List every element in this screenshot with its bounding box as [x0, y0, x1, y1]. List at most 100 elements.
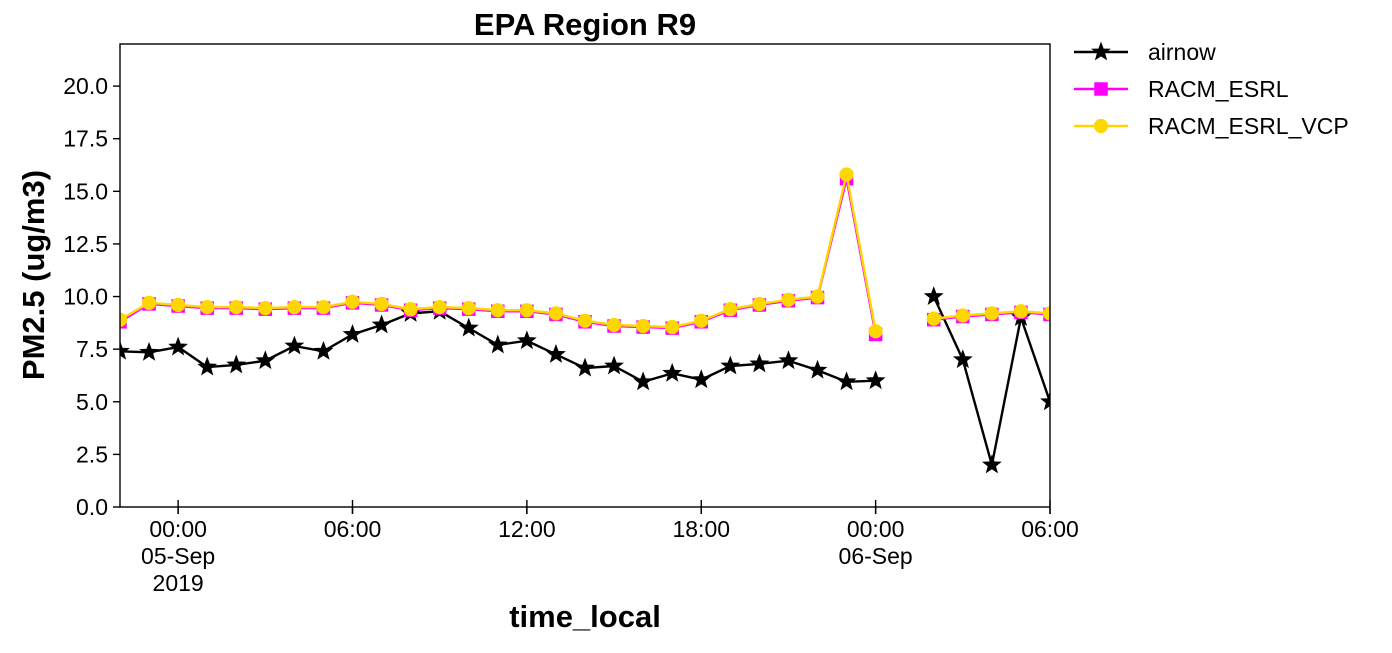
y-tick-label: 20.0: [63, 73, 108, 99]
data-point-RACM_ESRL_VCP: [548, 306, 564, 321]
data-point-RACM_ESRL_VCP: [868, 324, 883, 339]
data-point-airnow: [981, 454, 1002, 474]
x-tick-label: 05-Sep: [141, 543, 215, 569]
data-point-airnow: [952, 349, 973, 369]
data-point-RACM_ESRL_VCP: [723, 302, 738, 317]
y-tick-label: 12.5: [63, 231, 108, 257]
series-RACM_ESRL_VCP: [120, 167, 1050, 339]
legend-marker: [1094, 82, 1108, 96]
data-point-airnow: [226, 354, 247, 374]
data-point-RACM_ESRL_VCP: [1013, 304, 1029, 319]
data-point-RACM_ESRL_VCP: [403, 302, 418, 317]
data-point-airnow: [139, 341, 159, 361]
series-airnow: [120, 286, 1050, 474]
data-point-airnow: [691, 369, 712, 389]
data-point-airnow: [1040, 391, 1050, 411]
legend-label: airnow: [1148, 39, 1216, 65]
data-point-RACM_ESRL_VCP: [636, 318, 651, 334]
data-point-RACM_ESRL_VCP: [810, 289, 825, 304]
data-point-airnow: [284, 335, 305, 355]
x-tick-label: 00:00: [847, 516, 905, 542]
x-tick-label: 18:00: [672, 516, 730, 542]
data-point-RACM_ESRL_VCP: [316, 299, 331, 315]
y-axis: 0.0 2.5 5.0 7.5 10.0 12.5 15.0 17.5 20.0: [63, 73, 120, 520]
data-point-airnow: [575, 357, 595, 377]
plot-frame: [119, 43, 1051, 508]
data-point-RACM_ESRL_VCP: [926, 311, 941, 326]
data-point-RACM_ESRL_VCP: [287, 299, 302, 315]
data-point-airnow: [197, 356, 218, 376]
data-point-RACM_ESRL_VCP: [752, 296, 767, 312]
x-tick-label: 06:00: [1021, 516, 1079, 542]
y-tick-label: 17.5: [63, 126, 108, 152]
data-point-airnow: [120, 340, 130, 360]
series-layer: [120, 167, 1050, 474]
y-tick-label: 7.5: [76, 336, 108, 362]
data-point-RACM_ESRL_VCP: [374, 296, 389, 312]
x-axis-label: time_local: [509, 599, 661, 634]
data-point-RACM_ESRL_VCP: [258, 300, 273, 316]
legend-item-RACM_ESRL: RACM_ESRL: [1074, 76, 1289, 102]
data-point-RACM_ESRL_VCP: [955, 308, 970, 323]
data-point-airnow: [807, 359, 828, 379]
data-point-airnow: [516, 330, 537, 350]
data-point-airnow: [546, 343, 566, 363]
data-point-RACM_ESRL_VCP: [519, 303, 534, 318]
data-point-airnow: [720, 355, 741, 375]
data-point-airnow: [865, 370, 886, 390]
plot-area: [120, 44, 1050, 507]
y-tick-label: 10.0: [63, 284, 108, 310]
data-point-airnow: [313, 340, 334, 360]
data-point-RACM_ESRL_VCP: [141, 295, 157, 310]
data-point-airnow: [604, 355, 624, 375]
x-tick-label: 06:00: [324, 516, 382, 542]
chart-title: EPA Region R9: [474, 7, 696, 42]
data-point-airnow: [255, 350, 276, 370]
x-tick-label: 00:00: [149, 516, 207, 542]
data-point-RACM_ESRL_VCP: [577, 313, 593, 328]
x-tick-label: 12:00: [498, 516, 556, 542]
legend-label: RACM_ESRL_VCP: [1148, 113, 1349, 139]
y-axis-label: PM2.5 (ug/m3): [16, 170, 51, 380]
data-point-RACM_ESRL_VCP: [694, 313, 709, 328]
data-point-airnow: [633, 371, 654, 391]
data-point-airnow: [923, 286, 944, 305]
data-point-RACM_ESRL_VCP: [461, 300, 476, 316]
data-point-RACM_ESRL_VCP: [432, 299, 447, 315]
data-point-RACM_ESRL_VCP: [984, 306, 999, 321]
y-tick-label: 5.0: [76, 389, 108, 415]
y-tick-label: 0.0: [76, 494, 108, 520]
data-point-RACM_ESRL_VCP: [171, 297, 186, 313]
data-point-airnow: [778, 350, 799, 370]
data-point-airnow: [836, 371, 857, 391]
data-point-RACM_ESRL_VCP: [781, 292, 796, 307]
data-point-airnow: [168, 336, 189, 356]
data-point-airnow: [662, 362, 683, 382]
data-point-RACM_ESRL_VCP: [1042, 306, 1050, 321]
data-point-RACM_ESRL_VCP: [839, 167, 854, 182]
data-point-RACM_ESRL_VCP: [606, 317, 622, 333]
y-tick-label: 15.0: [63, 178, 108, 204]
legend: airnow RACM_ESRL RACM_ESRL_VCP: [1074, 39, 1349, 139]
legend-label: RACM_ESRL: [1148, 76, 1289, 102]
data-point-airnow: [749, 353, 770, 373]
y-tick-label: 2.5: [76, 441, 108, 467]
data-point-RACM_ESRL_VCP: [665, 319, 680, 335]
legend-item-airnow: airnow: [1074, 39, 1216, 65]
x-tick-label: 2019: [153, 570, 204, 596]
data-point-RACM_ESRL_VCP: [345, 294, 360, 309]
data-point-airnow: [342, 324, 363, 343]
data-point-airnow: [458, 317, 479, 337]
data-point-RACM_ESRL_VCP: [200, 299, 215, 315]
legend-marker: [1093, 118, 1109, 134]
data-point-airnow: [487, 334, 508, 354]
data-point-RACM_ESRL_VCP: [120, 312, 128, 327]
data-point-RACM_ESRL_VCP: [229, 299, 244, 315]
x-tick-label: 06-Sep: [839, 543, 913, 569]
legend-item-RACM_ESRL_VCP: RACM_ESRL_VCP: [1074, 113, 1349, 139]
legend-marker: [1091, 41, 1111, 61]
data-point-airnow: [371, 314, 392, 334]
data-point-RACM_ESRL_VCP: [490, 303, 505, 318]
